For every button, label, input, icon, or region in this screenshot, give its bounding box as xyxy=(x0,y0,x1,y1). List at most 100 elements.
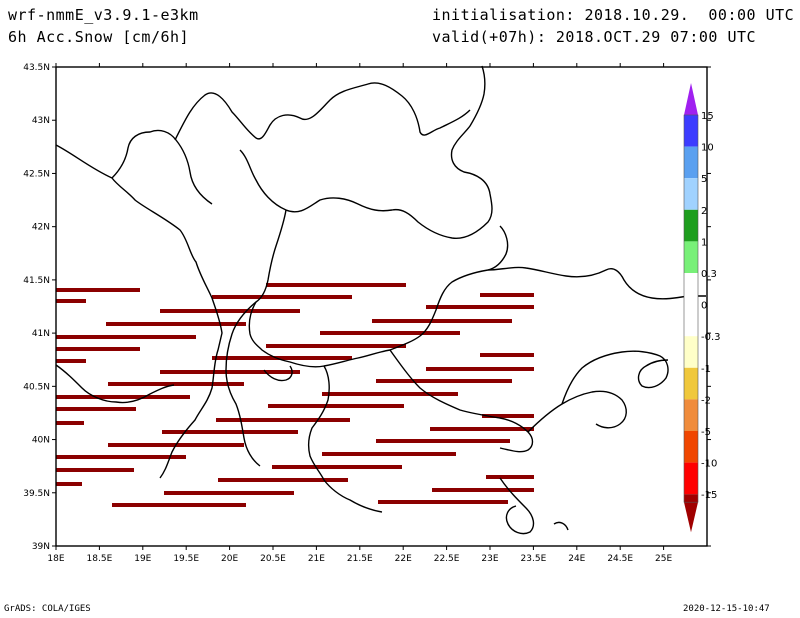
lat-tick-label: 43.5N xyxy=(23,63,50,73)
adriatic-coastline xyxy=(55,144,223,479)
lon-tick-label: 25E xyxy=(655,554,672,564)
bulgaria-greece-border xyxy=(487,266,706,300)
colorbar-top-arrow xyxy=(684,83,698,115)
lat-tick-label: 40.5N xyxy=(23,382,50,392)
snow-streak xyxy=(56,299,86,303)
snow-streak xyxy=(266,283,406,287)
footer-right: 2020-12-15-10:47 xyxy=(683,604,770,614)
model-title: wrf-nmmE_v3.9.1-e3km xyxy=(8,6,199,24)
colorbar-swatch xyxy=(684,494,698,503)
lon-tick-label: 21E xyxy=(308,554,325,564)
lat-tick-label: 41N xyxy=(32,329,50,339)
lon-tick-label: 23E xyxy=(481,554,498,564)
colorbar-swatch xyxy=(684,431,698,463)
colorbar-swatch xyxy=(684,462,698,495)
snow-streak xyxy=(372,319,512,323)
colorbar-swatch xyxy=(684,367,698,400)
colorbar-swatch xyxy=(684,241,698,273)
footer-left: GrADS: COLA/IGES xyxy=(4,604,91,614)
thrace-coast xyxy=(527,390,627,433)
colorbar-swatch xyxy=(684,115,698,147)
snow-streak xyxy=(376,439,510,443)
italy-heel-coast xyxy=(55,364,175,404)
lon-tick-label: 24.5E xyxy=(607,554,633,564)
snow-streak xyxy=(56,288,140,292)
colorbar-swatch xyxy=(684,146,698,179)
snow-streak xyxy=(320,331,460,335)
colorbar-swatch xyxy=(684,209,698,242)
snow-streak xyxy=(480,293,534,297)
lat-tick-label: 43N xyxy=(32,116,50,126)
initialisation-time: initialisation: 2018.10.29. 00:00 UTC xyxy=(432,6,795,24)
field-title: 6h Acc.Snow [cm/6h] xyxy=(8,28,190,46)
lon-tick-label: 19E xyxy=(134,554,151,564)
snow-streak xyxy=(164,491,294,495)
colorbar-label: -10 xyxy=(701,459,717,470)
longitude-axis: 18E 18.5E 19E 19.5E 20E 20.5E 21E 21.5E 22E 22.5E… xyxy=(47,63,672,564)
snow-streak xyxy=(212,356,352,360)
snow-streak xyxy=(376,379,512,383)
colorbar-swatch xyxy=(684,273,698,305)
montenegro-border xyxy=(111,129,213,205)
colorbar-label: 1 xyxy=(701,237,707,248)
snow-streak xyxy=(268,404,404,408)
colorbar-label: 15 xyxy=(701,111,714,122)
snow-streak xyxy=(108,382,244,386)
lon-tick-label: 20E xyxy=(221,554,238,564)
greece-coast-north xyxy=(307,365,383,513)
snow-streak xyxy=(430,427,534,431)
coastlines-borders xyxy=(55,65,706,535)
snow-streak xyxy=(106,322,246,326)
colorbar-label: -2 xyxy=(701,395,711,406)
balkan-interior-border xyxy=(239,65,493,239)
lake-border xyxy=(263,365,293,382)
colorbar: 15 10 5 2 1 0.3 0 -0.3 -1 -2 -5 -10 -15 xyxy=(683,83,721,533)
north-macedonia-border xyxy=(248,209,509,368)
serbia-north-border xyxy=(174,82,471,141)
snow-streak xyxy=(216,418,350,422)
snow-streak xyxy=(272,465,402,469)
colorbar-label: -0.3 xyxy=(701,332,721,343)
colorbar-label: -5 xyxy=(701,427,711,438)
colorbar-label: 5 xyxy=(701,174,707,185)
lon-tick-label: 22.5E xyxy=(434,554,460,564)
plot-frame xyxy=(55,66,708,547)
snow-streak xyxy=(322,452,456,456)
snow-streak xyxy=(378,500,508,504)
aegean-coast xyxy=(561,350,669,405)
snow-streak xyxy=(218,478,348,482)
colorbar-swatch xyxy=(684,399,698,431)
snow-streak xyxy=(266,344,406,348)
colorbar-swatch xyxy=(684,336,698,368)
snow-streak xyxy=(486,475,534,479)
lon-tick-label: 18E xyxy=(47,554,64,564)
albania-greece-border xyxy=(225,301,261,467)
lon-tick-label: 21.5E xyxy=(347,554,373,564)
snow-streak xyxy=(426,367,534,371)
snow-streak xyxy=(160,370,300,374)
snow-streak xyxy=(56,335,196,339)
snow-streaks xyxy=(56,283,534,507)
latitude-axis: 39N 39.5N 40N 40.5N 41N 41.5N 42N 42.5N 43N 43.5N xyxy=(23,63,711,552)
colorbar-label: 0 xyxy=(701,301,707,312)
snow-streak xyxy=(426,305,534,309)
colorbar-swatch xyxy=(684,178,698,210)
chalkidiki-coast xyxy=(389,349,534,453)
lat-tick-label: 42.5N xyxy=(23,169,50,179)
snow-streak xyxy=(56,468,134,472)
snow-streak xyxy=(56,421,84,425)
lat-tick-label: 39N xyxy=(32,542,50,552)
snow-streak xyxy=(432,488,534,492)
snow-streak xyxy=(212,295,352,299)
snow-streak xyxy=(322,392,458,396)
snow-streak xyxy=(56,395,190,399)
snow-streak xyxy=(160,309,300,313)
lon-tick-label: 24E xyxy=(568,554,585,564)
colorbar-label: 10 xyxy=(701,143,714,154)
lon-tick-label: 18.5E xyxy=(87,554,113,564)
evia-coast xyxy=(499,477,535,535)
lon-tick-label: 22E xyxy=(395,554,412,564)
colorbar-label: 0.3 xyxy=(701,269,717,280)
snow-streak xyxy=(56,455,186,459)
